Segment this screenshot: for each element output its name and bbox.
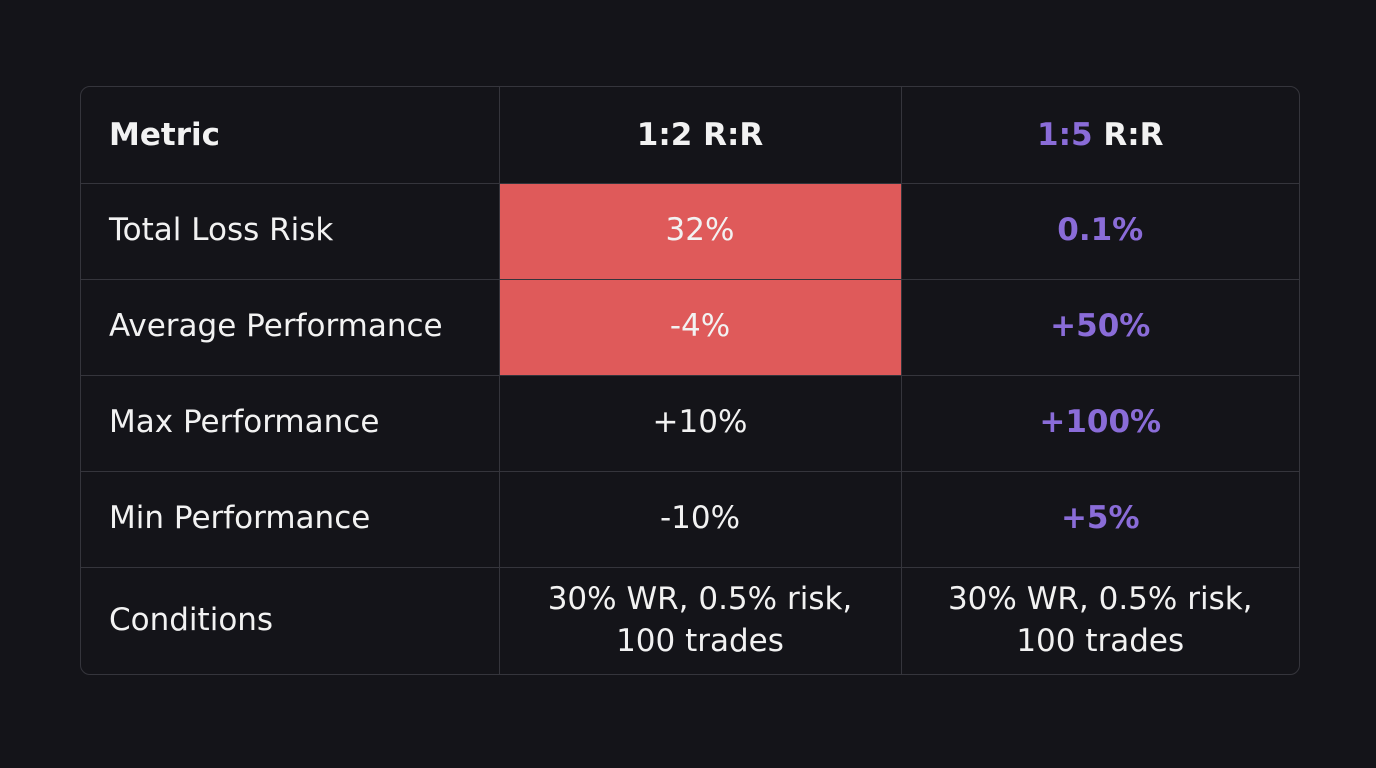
table-row: Average Performance -4% +50% [81,278,1299,376]
table-cell: 32% [498,182,902,280]
row-label: Conditions [81,566,500,674]
table-cell: -10% [498,470,902,568]
table-cell: 30% WR, 0.5% risk, 100 trades [498,566,902,674]
header-highlight: 1:5 [1037,116,1093,153]
row-label: Max Performance [81,374,500,472]
table-row: Max Performance +10% +100% [81,374,1299,472]
header-cell: Metric [81,87,500,184]
comparison-table: Metric 1:2 R:R 1:5 R:R Total Loss Risk 32… [80,86,1300,675]
table-cell: 30% WR, 0.5% risk, 100 trades [900,566,1299,674]
header-cell: 1:2 R:R [498,87,902,184]
table-cell: 0.1% [900,182,1299,280]
header-row: Metric 1:2 R:R 1:5 R:R [81,87,1299,184]
row-label: Average Performance [81,278,500,376]
table-cell: +5% [900,470,1299,568]
table-cell: +100% [900,374,1299,472]
table-cell: -4% [498,278,902,376]
row-label: Min Performance [81,470,500,568]
table-row: Conditions 30% WR, 0.5% risk, 100 trades 3… [81,566,1299,674]
table-row: Total Loss Risk 32% 0.1% [81,182,1299,280]
row-label: Total Loss Risk [81,182,500,280]
header-text: R:R [1103,116,1164,153]
table-cell: +50% [900,278,1299,376]
table: Metric 1:2 R:R 1:5 R:R Total Loss Risk 32… [81,87,1299,674]
header-cell: 1:5 R:R [900,87,1299,184]
table-row: Min Performance -10% +5% [81,470,1299,568]
table-cell: +10% [498,374,902,472]
